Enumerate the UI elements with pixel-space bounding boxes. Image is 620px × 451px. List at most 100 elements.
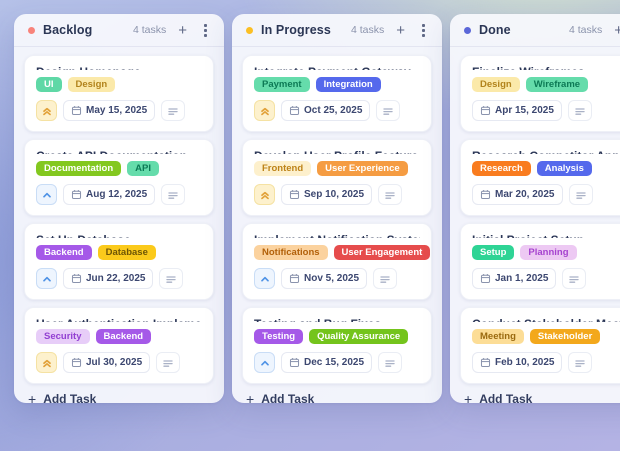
due-date-chip: Dec 15, 2025 bbox=[281, 352, 373, 373]
add-task-label: Add Task bbox=[43, 392, 97, 406]
task-tag: Integration bbox=[315, 76, 381, 92]
task-card[interactable]: Implement Notification System Notificati… bbox=[242, 223, 432, 300]
task-meta-row: Nov 5, 2025 bbox=[254, 268, 420, 289]
column-in-progress: In Progress 4 tasks + Integrate Payment … bbox=[232, 14, 442, 406]
task-tag: Meeting bbox=[472, 328, 524, 344]
task-card[interactable]: Testing and Bug Fixes Testing Quality As… bbox=[242, 307, 432, 384]
add-card-button[interactable]: + bbox=[178, 23, 187, 38]
add-task-button[interactable]: + Add Task bbox=[450, 384, 620, 418]
double-chevron-up-icon bbox=[42, 107, 51, 115]
task-tag: Payment bbox=[254, 76, 310, 92]
description-lines-icon bbox=[385, 359, 395, 367]
tag-list: Frontend User Experience bbox=[254, 160, 420, 176]
task-card[interactable]: Set Up Database Backend Database Jun 22,… bbox=[24, 223, 214, 300]
due-date: Apr 15, 2025 bbox=[495, 105, 554, 116]
due-date-chip: Jul 30, 2025 bbox=[63, 352, 151, 373]
column-menu-button[interactable] bbox=[201, 22, 210, 39]
column-menu-button[interactable] bbox=[419, 22, 428, 39]
description-lines-icon bbox=[575, 107, 585, 115]
cards-list: Design Homepage UI Design May 15, 2025 bbox=[14, 47, 224, 384]
task-card[interactable]: Conduct Stakeholder Meeting Meeting Stak… bbox=[460, 307, 620, 384]
task-tag: API bbox=[127, 160, 159, 176]
plus-icon: + bbox=[464, 391, 473, 407]
task-card[interactable]: Research Competitor Applications Researc… bbox=[460, 139, 620, 216]
task-card[interactable]: Integrate Payment Gateway Payment Integr… bbox=[242, 55, 432, 132]
notes-chip bbox=[568, 352, 593, 373]
tag-list: Backend Database bbox=[36, 244, 202, 260]
task-title: Finalize Wireframes bbox=[472, 66, 620, 70]
notes-chip bbox=[378, 184, 403, 205]
description-lines-icon bbox=[385, 191, 395, 199]
due-date: Jul 30, 2025 bbox=[86, 357, 143, 368]
priority-badge bbox=[36, 184, 57, 205]
task-title: Set Up Database bbox=[36, 234, 202, 238]
task-tag: User Experience bbox=[317, 160, 408, 176]
task-meta-row: Sep 10, 2025 bbox=[254, 184, 420, 205]
tag-list: Documentation API bbox=[36, 160, 202, 176]
column-task-count: 4 tasks bbox=[350, 24, 385, 36]
due-date: Dec 15, 2025 bbox=[304, 357, 365, 368]
notes-chip bbox=[567, 100, 592, 121]
calendar-icon bbox=[71, 358, 82, 368]
add-task-label: Add Task bbox=[479, 392, 533, 406]
plus-icon: + bbox=[178, 21, 187, 39]
plus-icon: + bbox=[396, 21, 405, 39]
task-meta-row: Jan 1, 2025 bbox=[472, 268, 620, 289]
tag-list: UI Design bbox=[36, 76, 202, 92]
task-tag: Research bbox=[472, 160, 531, 176]
task-tag: Setup bbox=[472, 244, 515, 260]
kebab-menu-icon bbox=[422, 23, 425, 27]
add-task-button[interactable]: + Add Task bbox=[232, 384, 442, 418]
task-tag: Frontend bbox=[254, 160, 312, 176]
task-card[interactable]: Initial Project Setup Setup Planning Jan… bbox=[460, 223, 620, 300]
task-tag: Notifications bbox=[254, 244, 328, 260]
due-date: Sep 10, 2025 bbox=[304, 189, 365, 200]
task-card[interactable]: Develop User Profile Feature Frontend Us… bbox=[242, 139, 432, 216]
add-task-label: Add Task bbox=[261, 392, 315, 406]
task-card[interactable]: User Authentication Implementation Secur… bbox=[24, 307, 214, 384]
calendar-icon bbox=[289, 106, 300, 116]
tag-list: Notifications User Engagement bbox=[254, 244, 431, 260]
task-meta-row: Feb 10, 2025 bbox=[472, 352, 620, 373]
task-meta-row: Aug 12, 2025 bbox=[36, 184, 202, 205]
add-card-button[interactable]: + bbox=[614, 23, 620, 38]
calendar-icon bbox=[289, 274, 300, 284]
column-title: Done bbox=[479, 23, 511, 37]
notes-chip bbox=[161, 184, 186, 205]
tag-list: Meeting Stakeholder bbox=[472, 328, 620, 344]
description-lines-icon bbox=[569, 275, 580, 283]
due-date-chip: Mar 20, 2025 bbox=[472, 184, 563, 205]
priority-badge bbox=[36, 268, 57, 289]
task-tag: Design bbox=[67, 76, 116, 92]
column-backlog: Backlog 4 tasks + Design Homepage UI Des… bbox=[14, 14, 224, 406]
due-date-chip: Feb 10, 2025 bbox=[472, 352, 563, 373]
notes-chip bbox=[159, 268, 184, 289]
task-tag: Database bbox=[97, 244, 156, 260]
priority-badge bbox=[254, 184, 275, 205]
description-lines-icon bbox=[575, 359, 586, 367]
plus-icon: + bbox=[614, 21, 620, 39]
task-card[interactable]: Create API Documentation Documentation A… bbox=[24, 139, 214, 216]
task-tag: Security bbox=[36, 328, 90, 344]
due-date: Nov 5, 2025 bbox=[304, 273, 360, 284]
task-card[interactable]: Finalize Wireframes Design Wireframe Apr… bbox=[460, 55, 620, 132]
task-meta-row: Apr 15, 2025 bbox=[472, 100, 620, 121]
due-date-chip: Jun 22, 2025 bbox=[63, 268, 154, 289]
tag-list: Payment Integration bbox=[254, 76, 420, 92]
double-chevron-up-icon bbox=[260, 107, 269, 115]
task-title: Design Homepage bbox=[36, 66, 202, 70]
tag-list: Research Analysis bbox=[472, 160, 620, 176]
double-chevron-up-icon bbox=[42, 359, 51, 367]
column-status-dot bbox=[28, 26, 35, 34]
task-card[interactable]: Design Homepage UI Design May 15, 2025 bbox=[24, 55, 214, 132]
description-lines-icon bbox=[168, 191, 178, 199]
calendar-icon bbox=[289, 358, 300, 368]
add-task-button[interactable]: + Add Task bbox=[14, 384, 224, 418]
task-title: Implement Notification System bbox=[254, 234, 420, 238]
add-card-button[interactable]: + bbox=[396, 23, 405, 38]
notes-chip bbox=[161, 100, 186, 121]
notes-chip bbox=[373, 268, 398, 289]
task-tag: Stakeholder bbox=[529, 328, 601, 344]
task-tag: User Engagement bbox=[333, 244, 431, 260]
task-tag: Quality Assurance bbox=[309, 328, 409, 344]
